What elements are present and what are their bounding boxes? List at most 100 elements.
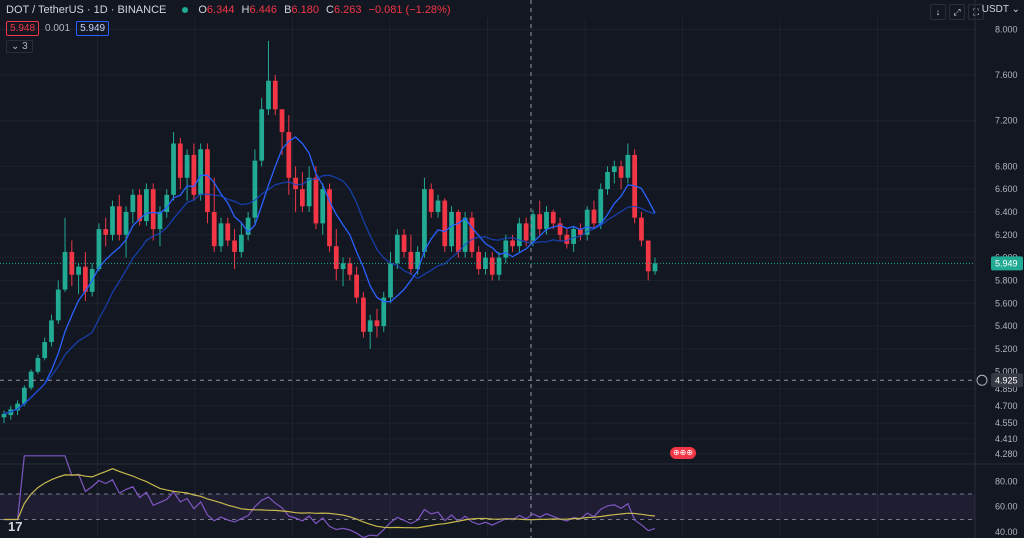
high-value: 6.446	[249, 4, 277, 16]
candle-body	[157, 211, 163, 230]
candle-body	[103, 229, 109, 235]
candle-body	[266, 80, 271, 110]
y-tick-label: 6.400	[995, 207, 1018, 217]
candle-body	[62, 251, 68, 290]
candle-body	[489, 257, 495, 275]
tradingview-logo[interactable]: 17	[8, 519, 23, 534]
open-label: O	[198, 4, 207, 16]
candle-body	[394, 234, 400, 264]
candle-body	[49, 320, 54, 343]
candle-body	[171, 143, 176, 195]
y-tick-label: 7.200	[995, 116, 1018, 126]
candle-body	[442, 200, 448, 247]
candle-body	[286, 132, 292, 178]
buy-button[interactable]: 5.949	[76, 21, 110, 36]
candle-body	[591, 209, 597, 224]
candle-body	[435, 200, 441, 212]
y-tick-label: 8.000	[995, 24, 1018, 34]
candle-body	[544, 211, 549, 230]
candle-body	[184, 154, 190, 178]
candle-body	[483, 257, 488, 270]
rsi-ma-line	[4, 468, 656, 529]
event-marker[interactable]: ⊕⊕⊕	[670, 447, 696, 459]
candle-body	[293, 177, 298, 190]
sell-button[interactable]: 5.948	[6, 21, 40, 36]
candle-body	[279, 109, 285, 133]
candle-body	[476, 251, 482, 270]
candle-body	[381, 297, 387, 327]
change-value: −0.081 (−1.28%)	[368, 4, 451, 16]
rsi-tick-label: 80.00	[995, 476, 1018, 486]
candle-body	[35, 358, 41, 372]
chart-toolbar: ↓ ⤢ ⛶	[930, 4, 984, 20]
candle-body	[116, 206, 122, 235]
fullscreen-icon[interactable]: ⛶	[968, 4, 984, 20]
crosshair-price-label: 4.925	[995, 375, 1018, 385]
y-tick-label: 6.200	[995, 230, 1018, 240]
indicators-count: 3	[22, 41, 28, 52]
add-alert-icon	[976, 374, 988, 386]
candle-body	[469, 217, 475, 252]
candle-body	[110, 206, 115, 235]
candle-body	[503, 240, 509, 258]
legend-header: DOT / TetherUS · 1D · BINANCE O6.344 H6.…	[6, 4, 455, 16]
candle-body	[449, 211, 454, 247]
symbol-title[interactable]: DOT / TetherUS · 1D · BINANCE	[6, 4, 167, 16]
candle-body	[144, 189, 149, 222]
y-tick-label: 5.400	[995, 321, 1018, 331]
scroll-down-icon[interactable]: ↓	[930, 4, 946, 20]
y-tick-label: 6.800	[995, 161, 1018, 171]
ma-fast-line	[3, 136, 656, 415]
y-tick-label: 5.800	[995, 275, 1018, 285]
candle-body	[130, 194, 136, 212]
candle-body	[198, 149, 204, 195]
candle-body	[361, 297, 366, 332]
candle-body	[28, 371, 34, 388]
expand-icon[interactable]: ⤢	[949, 4, 965, 20]
low-value: 6.180	[291, 4, 319, 16]
trade-row: 5.948 0.001 5.949	[6, 21, 110, 36]
crosshair-price-tag	[991, 373, 1023, 388]
y-tick-label: 4.700	[995, 401, 1018, 411]
candle-body	[639, 217, 644, 241]
candle-body	[252, 160, 258, 218]
indicators-toggle[interactable]: ⌄ 3	[6, 40, 33, 53]
candle-body	[578, 229, 583, 235]
candle-body	[584, 209, 590, 235]
close-label: C	[326, 4, 334, 16]
candle-body	[69, 251, 75, 275]
candle-body	[517, 223, 522, 247]
currency-label: USDT	[981, 4, 1009, 15]
candle-body	[388, 263, 393, 298]
currency-selector[interactable]: USDT ⌄	[981, 4, 1020, 15]
candle-body	[21, 387, 27, 404]
candle-body	[218, 223, 224, 247]
y-tick-label: 5.200	[995, 344, 1018, 354]
candle-body	[618, 166, 624, 178]
y-tick-label: 4.850	[995, 384, 1018, 394]
candle-body	[1, 413, 7, 418]
y-tick-label: 5.000	[995, 367, 1018, 377]
candle-body	[55, 289, 61, 321]
candle-body	[164, 194, 170, 212]
low-label: B	[284, 4, 292, 16]
candle-body	[598, 189, 604, 224]
candle-body	[611, 166, 617, 173]
candle-body	[652, 263, 658, 272]
candle-body	[462, 217, 468, 252]
candle-body	[401, 234, 407, 252]
candle-body	[557, 223, 563, 235]
candle-body	[96, 229, 102, 270]
candle-body	[205, 149, 210, 212]
candle-body	[510, 240, 515, 247]
candle-body	[123, 211, 129, 235]
candle-body	[137, 194, 142, 222]
candle-body	[571, 229, 576, 244]
candle-body	[300, 189, 305, 207]
candle-body	[605, 172, 610, 190]
candle-body	[347, 263, 353, 275]
candle-body	[564, 234, 570, 244]
candle-body	[523, 223, 529, 241]
candle-body	[225, 223, 231, 241]
